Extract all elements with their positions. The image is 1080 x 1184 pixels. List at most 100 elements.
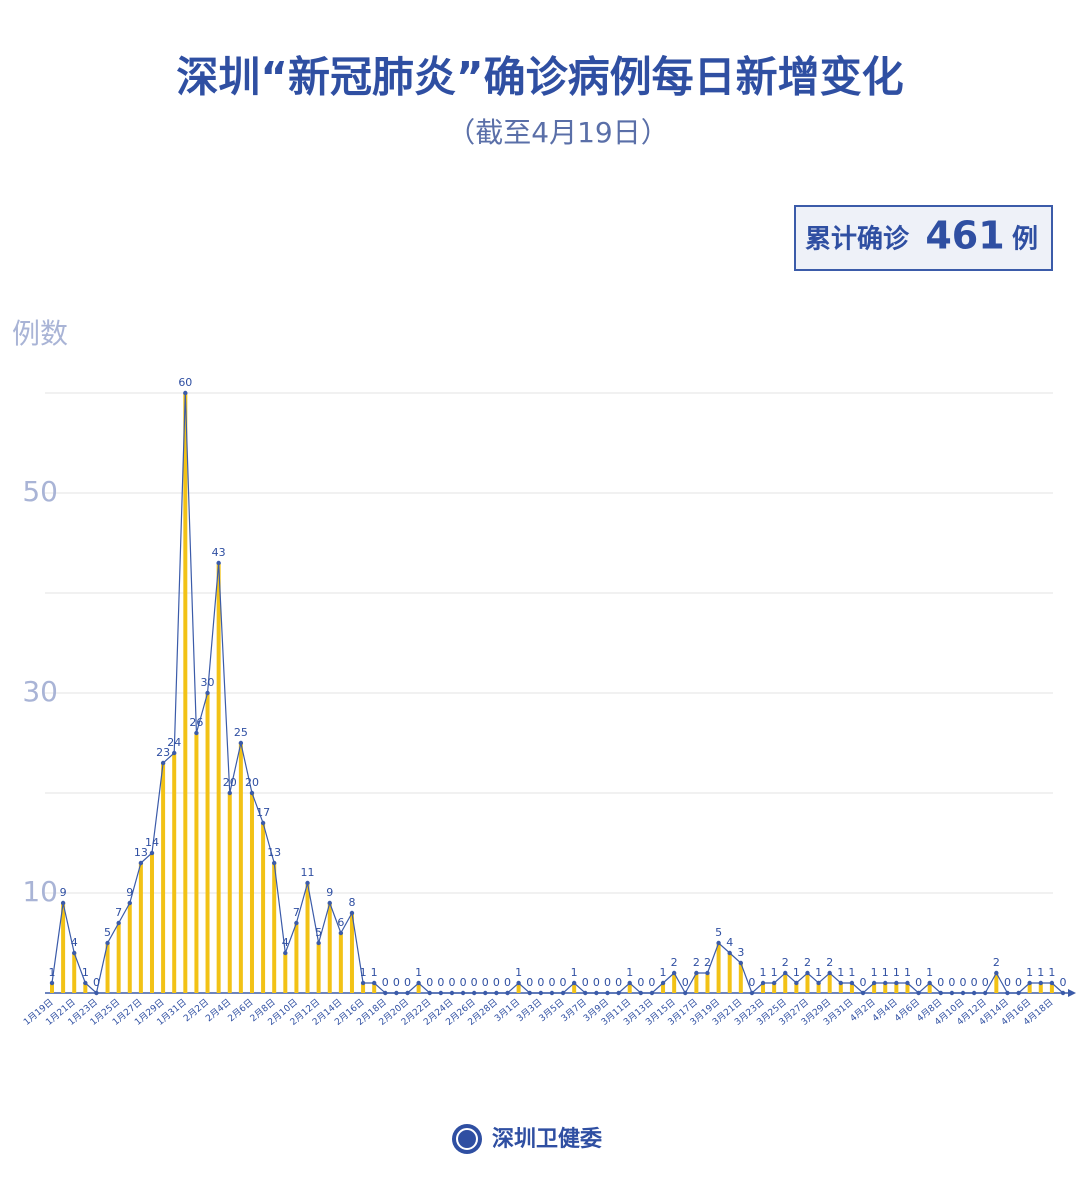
point bbox=[194, 730, 199, 736]
y-tick-label: 50 bbox=[22, 475, 58, 508]
bar bbox=[172, 753, 177, 993]
value-label: 5 bbox=[104, 926, 111, 939]
point bbox=[616, 990, 621, 996]
value-label: 0 bbox=[860, 976, 867, 989]
value-label: 0 bbox=[560, 976, 567, 989]
bar bbox=[849, 983, 854, 993]
bar bbox=[738, 963, 743, 993]
value-label: 2 bbox=[993, 956, 1000, 969]
bar bbox=[627, 983, 632, 993]
point bbox=[583, 990, 588, 996]
bar bbox=[305, 883, 310, 993]
point bbox=[271, 860, 277, 866]
value-label: 2 bbox=[693, 956, 700, 969]
bar bbox=[349, 913, 354, 993]
value-label: 0 bbox=[404, 976, 411, 989]
point bbox=[805, 970, 810, 976]
value-label: 5 bbox=[315, 926, 322, 939]
bar bbox=[149, 853, 154, 993]
value-label: 1 bbox=[415, 966, 422, 979]
point bbox=[749, 990, 755, 996]
point bbox=[605, 990, 610, 996]
value-label: 1 bbox=[515, 966, 522, 979]
point bbox=[138, 860, 144, 866]
summary-suffix: 例 bbox=[1012, 225, 1038, 255]
bar bbox=[338, 933, 343, 993]
value-label: 0 bbox=[460, 976, 467, 989]
value-label: 25 bbox=[234, 726, 248, 739]
value-label: 11 bbox=[301, 866, 315, 879]
bar bbox=[783, 973, 788, 993]
point bbox=[294, 920, 299, 926]
point bbox=[1005, 990, 1010, 996]
value-label: 0 bbox=[471, 976, 478, 989]
point bbox=[249, 790, 255, 796]
bar bbox=[261, 823, 266, 993]
bar bbox=[883, 983, 888, 993]
point bbox=[460, 990, 466, 996]
point bbox=[571, 980, 577, 986]
value-label: 0 bbox=[648, 976, 655, 989]
value-label: 2 bbox=[782, 956, 789, 969]
bar bbox=[127, 903, 132, 993]
value-label: 0 bbox=[393, 976, 400, 989]
value-label: 0 bbox=[948, 976, 955, 989]
point bbox=[905, 980, 910, 986]
value-label: 0 bbox=[582, 976, 589, 989]
y-tick-label: 30 bbox=[22, 675, 58, 708]
bar bbox=[416, 983, 421, 993]
point bbox=[1027, 980, 1032, 986]
footer-logo-ring bbox=[456, 1128, 478, 1150]
value-label: 1 bbox=[848, 966, 855, 979]
value-label: 9 bbox=[326, 886, 333, 899]
value-label: 20 bbox=[245, 776, 259, 789]
value-label: 6 bbox=[337, 916, 344, 929]
value-label: 20 bbox=[223, 776, 237, 789]
point bbox=[205, 690, 210, 696]
point bbox=[894, 980, 899, 986]
bar bbox=[838, 983, 843, 993]
point bbox=[383, 990, 388, 996]
value-label: 0 bbox=[493, 976, 500, 989]
point bbox=[238, 740, 244, 746]
value-label: 1 bbox=[882, 966, 889, 979]
bar bbox=[61, 903, 66, 993]
point bbox=[49, 980, 55, 986]
bar bbox=[905, 983, 910, 993]
point bbox=[427, 990, 432, 996]
value-label: 0 bbox=[537, 976, 544, 989]
point bbox=[438, 990, 444, 996]
point bbox=[871, 980, 877, 986]
value-label: 0 bbox=[548, 976, 555, 989]
value-label: 14 bbox=[145, 836, 159, 849]
point bbox=[705, 970, 710, 976]
bar bbox=[183, 393, 188, 993]
bar bbox=[83, 983, 88, 993]
bar bbox=[694, 973, 699, 993]
point bbox=[683, 990, 688, 996]
value-label: 23 bbox=[156, 746, 170, 759]
subtitle: （截至4月19日） bbox=[447, 116, 668, 149]
point bbox=[716, 940, 721, 946]
point bbox=[394, 990, 399, 996]
bar bbox=[205, 693, 210, 993]
value-label: 1 bbox=[893, 966, 900, 979]
value-label: 0 bbox=[437, 976, 444, 989]
value-label: 0 bbox=[937, 976, 944, 989]
value-label: 0 bbox=[971, 976, 978, 989]
point bbox=[660, 980, 666, 986]
value-label: 5 bbox=[715, 926, 722, 939]
point bbox=[771, 980, 777, 986]
value-label: 1 bbox=[49, 966, 56, 979]
point bbox=[827, 970, 832, 976]
point bbox=[349, 910, 355, 916]
bar bbox=[572, 983, 577, 993]
point bbox=[72, 950, 77, 956]
value-label: 9 bbox=[60, 886, 67, 899]
bar bbox=[705, 973, 710, 993]
value-label: 26 bbox=[189, 716, 203, 729]
value-label: 1 bbox=[660, 966, 667, 979]
point bbox=[538, 990, 544, 996]
value-label: 2 bbox=[826, 956, 833, 969]
point bbox=[638, 990, 644, 996]
